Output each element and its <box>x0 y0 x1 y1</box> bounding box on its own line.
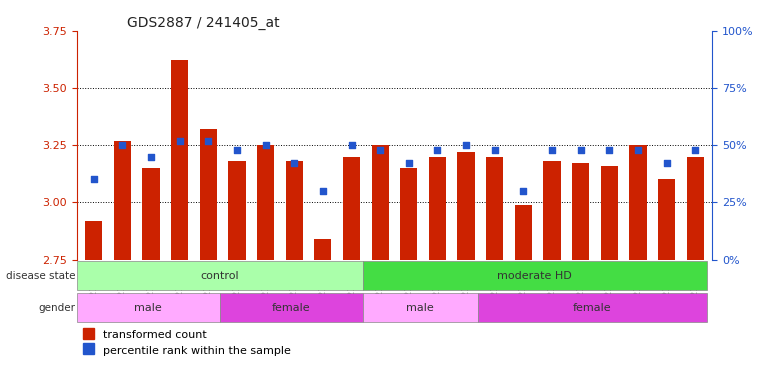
Bar <box>486 157 503 260</box>
Point <box>574 147 587 153</box>
Bar <box>142 168 159 260</box>
Bar <box>686 157 704 260</box>
Point <box>260 142 272 148</box>
Bar <box>114 141 131 260</box>
Text: gender: gender <box>38 303 75 313</box>
Bar <box>630 145 647 260</box>
Point <box>689 147 702 153</box>
FancyBboxPatch shape <box>363 293 477 322</box>
Point <box>460 142 472 148</box>
Bar <box>286 161 303 260</box>
Point <box>374 147 386 153</box>
Bar <box>85 221 103 260</box>
Point <box>517 188 529 194</box>
Bar <box>457 152 475 260</box>
Text: female: female <box>272 303 311 313</box>
Text: male: male <box>407 303 434 313</box>
Bar <box>257 145 274 260</box>
Bar <box>200 129 217 260</box>
Point <box>231 147 243 153</box>
Point <box>603 147 615 153</box>
Point <box>431 147 444 153</box>
Bar <box>572 164 589 260</box>
FancyBboxPatch shape <box>77 261 363 290</box>
Point <box>116 142 129 148</box>
Bar <box>601 166 618 260</box>
Bar <box>515 205 532 260</box>
FancyBboxPatch shape <box>220 293 363 322</box>
Bar <box>228 161 246 260</box>
Point <box>403 161 415 167</box>
Bar <box>400 168 417 260</box>
Text: disease state: disease state <box>5 271 75 281</box>
Point <box>317 188 329 194</box>
Bar <box>429 157 446 260</box>
Point <box>660 161 673 167</box>
Point <box>288 161 300 167</box>
FancyBboxPatch shape <box>363 261 707 290</box>
Point <box>87 176 100 182</box>
Legend: transformed count, percentile rank within the sample: transformed count, percentile rank withi… <box>79 326 296 361</box>
Point <box>345 142 358 148</box>
Bar <box>372 145 389 260</box>
Bar <box>543 161 561 260</box>
Point <box>202 137 214 144</box>
Bar <box>658 179 675 260</box>
Bar <box>171 60 188 260</box>
Point <box>174 137 186 144</box>
Text: moderate HD: moderate HD <box>497 271 572 281</box>
Text: male: male <box>134 303 162 313</box>
Point <box>489 147 501 153</box>
Point <box>145 154 157 160</box>
Bar <box>314 239 332 260</box>
Point <box>632 147 644 153</box>
Text: female: female <box>573 303 611 313</box>
FancyBboxPatch shape <box>477 293 707 322</box>
Text: GDS2887 / 241405_at: GDS2887 / 241405_at <box>127 16 280 30</box>
FancyBboxPatch shape <box>77 293 220 322</box>
Bar <box>343 157 360 260</box>
Text: control: control <box>201 271 239 281</box>
Point <box>546 147 558 153</box>
